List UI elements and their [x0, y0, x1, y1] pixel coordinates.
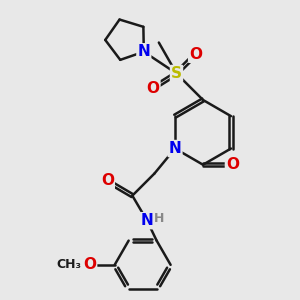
Text: S: S — [171, 66, 182, 81]
Text: N: N — [137, 44, 150, 59]
Text: N: N — [141, 213, 153, 228]
Text: O: O — [226, 157, 239, 172]
Text: H: H — [154, 212, 165, 225]
Text: CH₃: CH₃ — [56, 258, 82, 271]
Text: O: O — [101, 173, 114, 188]
Text: O: O — [146, 81, 159, 96]
Text: O: O — [83, 257, 96, 272]
Text: N: N — [169, 141, 182, 156]
Text: O: O — [189, 47, 202, 62]
